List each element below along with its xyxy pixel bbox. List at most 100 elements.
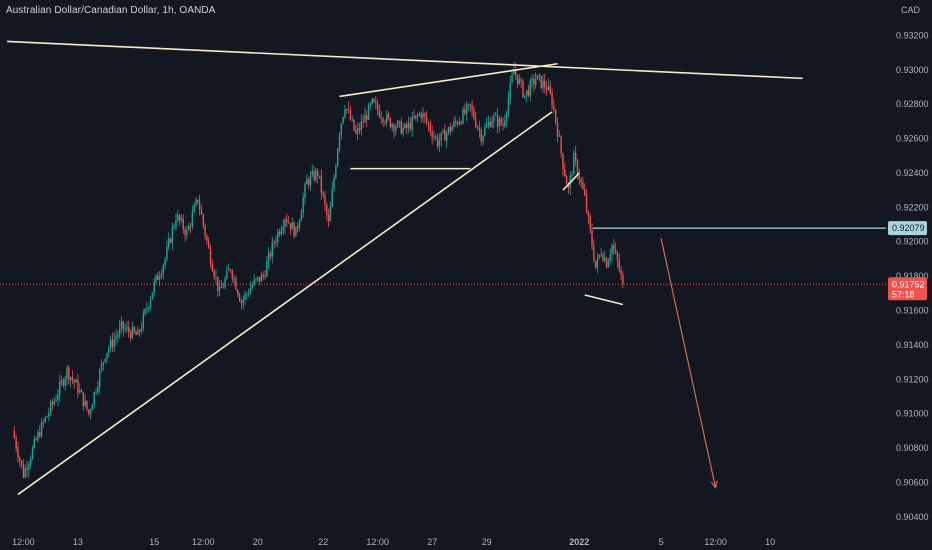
candle-body <box>498 118 501 127</box>
price-tick-label: 0.93200 <box>896 30 929 40</box>
candle-body <box>153 281 155 293</box>
candle-body <box>324 195 326 205</box>
candle-body <box>82 392 85 407</box>
candle-body <box>464 109 466 114</box>
candle-body <box>600 254 602 256</box>
candle-body <box>253 279 255 285</box>
candle-body <box>533 78 535 85</box>
candle-body <box>335 166 337 178</box>
price-tick-label: 0.92400 <box>896 168 929 178</box>
upper-descending-line <box>7 40 803 80</box>
candle-body <box>449 127 452 132</box>
candle-body <box>369 103 372 105</box>
candle-body <box>135 332 137 335</box>
candle-body <box>427 122 430 125</box>
candle-body <box>351 119 353 121</box>
candle-body <box>529 80 531 96</box>
candle-body <box>24 468 26 478</box>
candle-body <box>544 80 546 88</box>
candle-body <box>106 353 108 359</box>
candle-body <box>524 95 526 97</box>
candle-body <box>580 179 582 183</box>
candle-body <box>146 308 148 310</box>
candle-body <box>138 330 141 332</box>
candle-body <box>409 122 412 130</box>
candle-body <box>578 175 580 180</box>
candle-body <box>378 110 381 118</box>
candle-body <box>415 115 417 119</box>
candle-body <box>311 171 313 176</box>
candle-body <box>435 136 437 138</box>
price-tick-label: 0.91200 <box>896 374 929 384</box>
candle-body <box>609 254 611 261</box>
candle-body <box>246 293 248 295</box>
candle-body <box>300 212 303 221</box>
candle-body <box>209 248 212 264</box>
time-tick-label: 12:00 <box>366 537 389 547</box>
candle-body <box>59 381 61 396</box>
candle-body <box>229 269 232 271</box>
candle-body <box>525 90 528 96</box>
candle-body <box>478 127 481 131</box>
candle-body <box>596 257 599 268</box>
candle-body <box>242 299 244 304</box>
candle-body <box>218 286 221 291</box>
candle-body <box>39 432 41 437</box>
candle-body <box>19 457 21 461</box>
candle-body <box>398 120 401 122</box>
last-price-label: 0.91752 <box>892 279 925 289</box>
time-tick-label: 12:00 <box>704 537 727 547</box>
candle-body <box>402 127 404 134</box>
candle-body <box>286 219 288 223</box>
candle-body <box>527 90 530 96</box>
candle-body <box>155 275 157 282</box>
candle-body <box>15 438 17 449</box>
candle-body <box>467 104 470 106</box>
candle-body <box>255 278 257 280</box>
candle-body <box>273 242 275 244</box>
candle-body <box>338 134 341 150</box>
candle-body <box>613 244 615 250</box>
candle-body <box>295 226 297 237</box>
candle-body <box>395 127 397 131</box>
candle-body <box>206 235 208 241</box>
candle-body <box>124 328 126 330</box>
bottom-support-line <box>584 294 624 306</box>
candle-body <box>502 124 504 126</box>
candle-body <box>157 275 159 280</box>
candle-body <box>173 225 175 228</box>
candle-body <box>327 215 330 222</box>
candle-body <box>68 367 70 380</box>
candle-body <box>356 127 359 134</box>
candle-body <box>151 292 154 300</box>
candle-body <box>84 400 86 407</box>
candle-body <box>208 240 210 249</box>
candle-body <box>567 184 570 188</box>
candle-body <box>164 259 166 266</box>
candle-body <box>487 121 490 125</box>
candle-body <box>73 379 75 383</box>
candle-body <box>31 447 34 459</box>
axis-currency-label: CAD <box>901 5 921 15</box>
candle-body <box>573 152 575 175</box>
candle-body <box>553 105 555 110</box>
candle-body <box>536 75 539 80</box>
price-axis: CAD 0.93200 0.93000 0.92800 0.92600 0.92400 0.… <box>896 5 929 522</box>
candle-body <box>220 286 223 289</box>
wedge-upper-line <box>339 62 558 98</box>
candle-body <box>180 218 183 221</box>
chart-title: Australian Dollar/Canadian Dollar, 1h, O… <box>6 5 216 16</box>
candle-body <box>456 122 459 125</box>
candle-body <box>200 209 203 215</box>
candle-body <box>591 229 593 247</box>
candle-body <box>358 127 361 131</box>
candle-body <box>329 206 332 222</box>
candle-body <box>26 468 28 471</box>
candle-body <box>307 179 310 185</box>
candle-body <box>86 400 88 410</box>
candle-body <box>376 103 379 111</box>
candle-body <box>353 119 355 131</box>
time-tick-label: 22 <box>318 537 328 547</box>
